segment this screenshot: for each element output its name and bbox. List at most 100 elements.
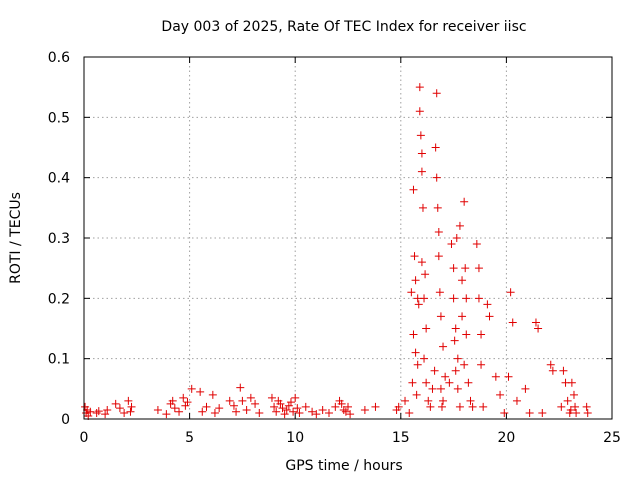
data-point	[242, 405, 251, 414]
data-point	[436, 384, 445, 393]
data-point	[483, 300, 492, 309]
data-point	[462, 294, 471, 303]
data-point	[411, 348, 420, 357]
data-point	[405, 408, 414, 417]
data-point	[210, 408, 219, 417]
data-point	[291, 393, 300, 402]
data-points	[81, 83, 592, 420]
y-tick-label: 0.1	[48, 352, 70, 368]
data-point	[479, 402, 488, 411]
data-point	[466, 396, 475, 405]
data-point	[187, 384, 196, 393]
data-point	[422, 324, 431, 333]
data-point	[433, 203, 442, 212]
data-point	[409, 330, 418, 339]
data-point	[453, 354, 462, 363]
data-point	[407, 288, 416, 297]
data-point	[272, 407, 281, 416]
x-tick-label: 20	[497, 430, 515, 446]
x-tick-label: 25	[603, 430, 621, 446]
data-point	[461, 264, 470, 273]
data-point	[420, 294, 429, 303]
data-point	[437, 402, 446, 411]
data-point	[416, 131, 425, 140]
data-point	[179, 393, 188, 402]
data-point	[417, 167, 426, 176]
y-tick-label: 0.6	[48, 50, 70, 66]
data-point	[202, 402, 211, 411]
data-point	[371, 402, 380, 411]
y-tick-label: 0.4	[48, 171, 70, 187]
axis-ticks: 0 5 10 15 20 25 0 0.1 0.2 0.3 0.4 0.5 0.6	[48, 50, 621, 446]
data-point	[474, 294, 483, 303]
y-tick-label: 0	[61, 412, 70, 428]
data-point	[460, 360, 469, 369]
data-point	[308, 407, 317, 416]
data-point	[120, 408, 129, 417]
data-point	[451, 324, 460, 333]
data-point	[267, 393, 276, 402]
data-point	[534, 324, 543, 333]
y-tick-label: 0.5	[48, 110, 70, 126]
data-point	[458, 276, 467, 285]
data-point	[583, 408, 592, 417]
data-point	[270, 402, 279, 411]
grid-lines	[84, 57, 612, 419]
data-point	[284, 401, 293, 410]
data-point	[410, 252, 419, 261]
data-point	[181, 401, 190, 410]
data-point	[538, 408, 547, 417]
data-point	[255, 408, 264, 417]
plot-frame	[83, 56, 613, 420]
data-point	[477, 360, 486, 369]
data-point	[413, 360, 422, 369]
data-point	[339, 405, 348, 414]
data-point	[449, 294, 458, 303]
data-point	[420, 354, 429, 363]
data-point	[318, 405, 327, 414]
data-point	[569, 390, 578, 399]
y-tick-label: 0.3	[48, 231, 70, 247]
data-point	[198, 407, 207, 416]
data-point	[458, 312, 467, 321]
data-point	[101, 410, 110, 419]
data-point	[412, 390, 421, 399]
data-point	[508, 318, 517, 327]
data-point	[293, 404, 302, 413]
data-point	[468, 402, 477, 411]
data-point	[422, 378, 431, 387]
data-point	[111, 399, 120, 408]
data-point	[115, 404, 124, 413]
data-point	[344, 402, 352, 411]
data-point	[439, 396, 448, 405]
data-point	[474, 264, 483, 273]
data-point	[126, 407, 135, 416]
y-axis-label: ROTI / TECUs	[8, 192, 24, 284]
data-point	[441, 372, 450, 381]
data-point	[124, 396, 133, 405]
data-point	[451, 366, 460, 375]
data-point	[162, 410, 171, 419]
data-point	[215, 404, 224, 413]
data-point	[546, 360, 555, 369]
data-point	[312, 410, 321, 419]
data-point	[450, 336, 459, 345]
data-point	[531, 318, 540, 327]
data-point	[435, 288, 444, 297]
data-point	[92, 408, 101, 417]
data-point	[436, 312, 445, 321]
data-point	[301, 402, 310, 411]
data-point	[238, 396, 247, 405]
data-point	[504, 372, 513, 381]
data-point	[559, 366, 568, 375]
data-point	[424, 396, 433, 405]
data-point	[567, 378, 576, 387]
data-point	[103, 405, 112, 414]
data-point	[506, 288, 515, 297]
data-point	[500, 408, 509, 417]
data-point	[415, 107, 424, 116]
data-point	[431, 143, 440, 152]
data-point	[409, 185, 418, 194]
data-point	[282, 405, 291, 414]
data-point	[401, 396, 410, 405]
